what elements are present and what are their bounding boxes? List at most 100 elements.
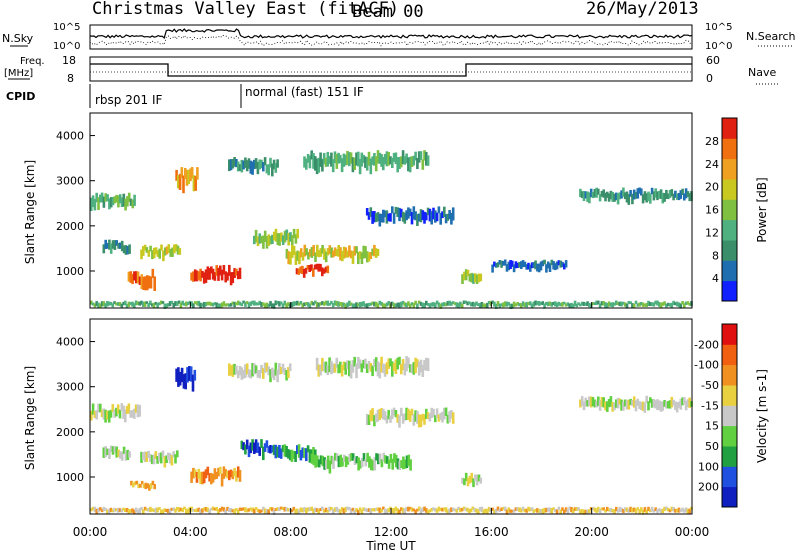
heatmap-cell	[272, 444, 276, 456]
heatmap-cell	[443, 206, 446, 217]
heatmap-cell	[204, 507, 208, 512]
heatmap-cell	[636, 398, 640, 406]
heatmap-cell	[280, 232, 283, 242]
heatmap-cell	[416, 411, 419, 424]
nsearch-label: N.Search	[746, 30, 796, 43]
colorbar-swatch	[722, 240, 737, 261]
heatmap-cell	[120, 403, 124, 411]
heatmap-cell	[308, 155, 312, 169]
heatmap-cell	[566, 509, 570, 514]
heatmap-cell	[534, 508, 537, 512]
colorbar-tick-label: 16	[705, 204, 719, 217]
heatmap-cell	[382, 452, 385, 462]
heatmap-cell	[512, 301, 516, 307]
heatmap-cell	[675, 193, 679, 200]
heatmap-cell	[317, 509, 321, 515]
heatmap-cell	[287, 251, 290, 265]
heatmap-cell	[156, 302, 159, 308]
heatmap-cell	[344, 154, 347, 166]
heatmap-cell	[262, 235, 265, 249]
heatmap-cell	[291, 235, 294, 247]
heatmap-cell	[240, 367, 244, 380]
heatmap-cell	[627, 194, 631, 205]
heatmap-cell	[355, 508, 358, 512]
heatmap-cell	[260, 159, 263, 169]
heatmap-cell	[670, 302, 674, 308]
heatmap-cell	[153, 484, 156, 490]
heatmap-cell	[649, 302, 652, 306]
heatmap-cell	[374, 301, 378, 307]
heatmap-cell	[620, 190, 623, 199]
heatmap-cell	[262, 506, 265, 511]
heatmap-cell	[666, 401, 670, 409]
colorbar-tick-label: 4	[712, 272, 719, 285]
heatmap-cell	[448, 210, 451, 220]
nsky-tick-bottom: 10^0	[53, 41, 80, 52]
colorbar-tick-label: 200	[698, 481, 719, 494]
heatmap-cell	[444, 507, 448, 513]
heatmap-cell	[321, 267, 324, 277]
heatmap-cell	[516, 507, 519, 512]
heatmap-cell	[681, 397, 684, 406]
heatmap-cell	[323, 248, 326, 260]
heatmap-cell	[432, 408, 435, 418]
heatmap-cell	[297, 444, 301, 458]
heatmap-cell	[292, 301, 296, 307]
heatmap-cell	[168, 301, 172, 307]
heatmap-cell	[133, 303, 136, 308]
heatmap-cell	[546, 507, 550, 512]
heatmap-cell	[104, 507, 107, 511]
heatmap-cell	[149, 483, 153, 489]
heatmap-cell	[410, 507, 414, 512]
cpid-panel: CPID rbsp 201 IF normal (fast) 151 IF	[6, 84, 364, 108]
heatmap-cell	[188, 300, 192, 304]
heatmap-cell	[355, 363, 358, 379]
heatmap-cell	[312, 447, 315, 459]
heatmap-cell	[632, 507, 636, 512]
heatmap-cell	[360, 509, 364, 514]
heatmap-cell	[197, 468, 201, 480]
heatmap-cell	[383, 154, 387, 165]
heatmap-cell	[649, 509, 652, 513]
heatmap-cell	[142, 452, 145, 461]
heatmap-cell	[262, 368, 265, 379]
heatmap-cell	[407, 301, 410, 306]
heatmap-cell	[407, 207, 410, 219]
heatmap-cell	[288, 363, 292, 371]
heatmap-cell	[380, 154, 383, 167]
heatmap-cell	[131, 301, 134, 307]
heatmap-cell	[597, 396, 600, 406]
heatmap-cell	[319, 455, 323, 465]
heatmap-cell	[90, 410, 93, 421]
heatmap-cell	[475, 301, 478, 306]
heatmap-cell	[638, 401, 641, 409]
heatmap-cell	[326, 455, 330, 469]
heatmap-cell	[192, 467, 195, 479]
velocity-y-axis-label: Slant Range [km]	[23, 366, 37, 470]
heatmap-cell	[308, 507, 312, 512]
heatmap-cell	[189, 168, 192, 182]
heatmap-cell	[161, 509, 165, 515]
heatmap-cell	[674, 302, 677, 306]
heatmap-cell	[367, 212, 371, 220]
heatmap-cell	[102, 447, 106, 458]
x-tick-label: 12:00	[374, 525, 409, 539]
heatmap-cell	[99, 303, 102, 308]
heatmap-cell	[419, 151, 423, 160]
heatmap-cell	[441, 411, 444, 423]
heatmap-cell	[104, 193, 107, 202]
heatmap-cell	[308, 265, 311, 272]
heatmap-cell	[249, 370, 253, 379]
heatmap-cell	[529, 507, 532, 512]
heatmap-cell	[91, 195, 95, 208]
heatmap-cell	[405, 407, 408, 420]
heatmap-cell	[140, 274, 144, 289]
heatmap-cell	[606, 401, 609, 412]
heatmap-cell	[378, 152, 382, 164]
heatmap-cell	[421, 210, 425, 220]
heatmap-cell	[391, 458, 394, 470]
heatmap-cell	[498, 260, 502, 265]
heatmap-cell	[555, 261, 559, 270]
